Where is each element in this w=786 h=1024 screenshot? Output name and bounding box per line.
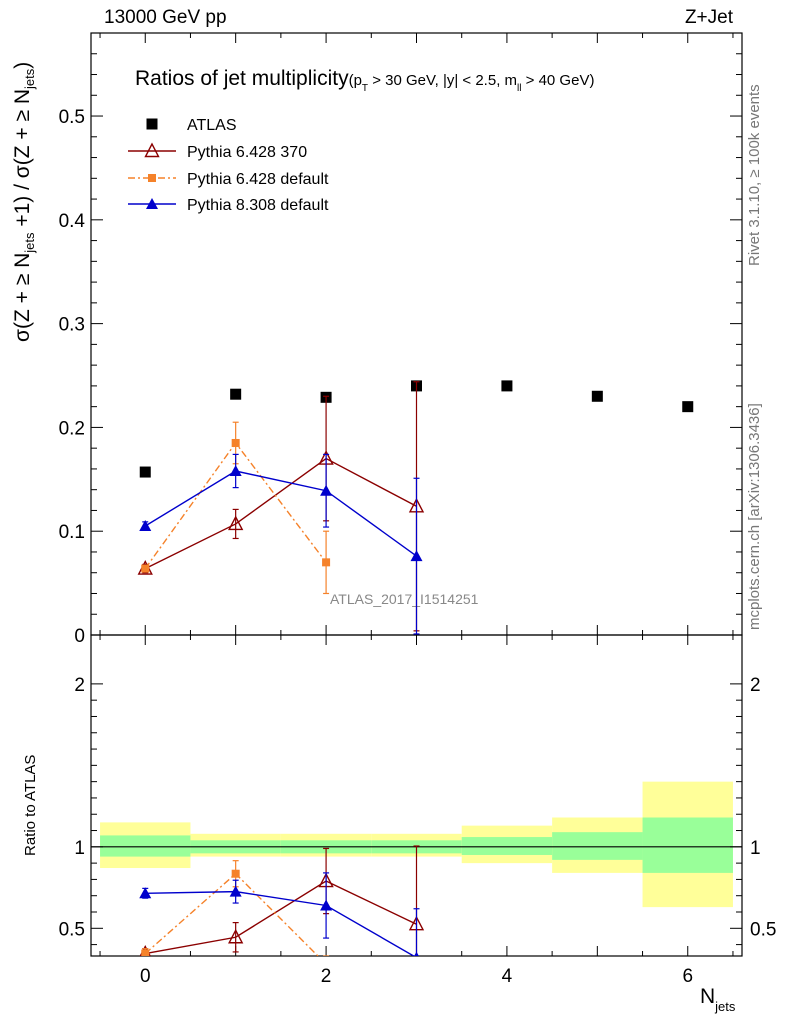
ratio-y-tick-label-right: 2	[750, 675, 761, 696]
uncertainty-band-green	[100, 835, 191, 857]
x-axis-label: Njets	[700, 985, 736, 1014]
series-line	[145, 890, 416, 956]
data-point	[230, 388, 242, 400]
uncertainty-band-green	[642, 817, 733, 873]
data-point	[231, 438, 240, 447]
legend-entry: Pythia 6.428 370	[187, 144, 307, 161]
ratio-y-tick-label: 2	[74, 675, 85, 696]
data-point	[228, 928, 244, 944]
data-point	[320, 899, 333, 911]
ratio-y-tick-label: 0.5	[59, 919, 85, 940]
data-point	[228, 515, 244, 531]
y-tick-label: 0.5	[59, 107, 85, 128]
data-point	[322, 558, 331, 567]
series-pythia-8-308-default	[139, 453, 423, 635]
series-pythia-8-308-default	[139, 872, 420, 956]
series-line	[144, 470, 417, 557]
legend-marker	[148, 174, 156, 182]
legend-marker	[144, 142, 160, 158]
series-line	[144, 457, 417, 570]
data-point	[410, 550, 423, 562]
data-point	[414, 951, 419, 956]
y-tick-label: 0.3	[59, 315, 85, 336]
uncertainty-band-green	[461, 837, 553, 855]
legend-marker	[146, 118, 158, 130]
y-tick-label: 0.2	[59, 418, 85, 439]
data-point	[229, 465, 242, 477]
data-point	[501, 380, 513, 392]
data-point	[231, 869, 240, 878]
data-point	[229, 885, 242, 897]
data-point	[139, 887, 152, 899]
ratio-y-tick-label-right: 1	[750, 838, 761, 859]
data-point	[139, 466, 151, 478]
uncertainty-band-green	[552, 832, 643, 860]
analysis-watermark: ATLAS_2017_I1514251	[330, 591, 479, 607]
y-tick-label: 0.1	[59, 522, 85, 543]
x-tick-label: 4	[502, 966, 513, 987]
legend-marker	[146, 198, 158, 209]
x-tick-label: 2	[321, 966, 332, 987]
series-pythia-6-428-370	[139, 845, 425, 956]
y-tick-label: 0.4	[59, 211, 86, 232]
series-pythia-6-428-default	[141, 421, 331, 595]
legend-entry: ATLAS	[187, 117, 237, 134]
header-right: Z+Jet	[684, 7, 733, 28]
data-point	[139, 520, 152, 532]
ratio-y-tick-label-right: 0.5	[750, 919, 776, 940]
data-point	[320, 484, 333, 496]
header-left: 13000 GeV pp	[104, 7, 227, 28]
x-tick-label: 6	[682, 966, 693, 987]
legend-entry: Pythia 8.308 default	[187, 197, 329, 214]
series-line	[145, 880, 417, 955]
data-point	[682, 401, 694, 413]
data-point	[591, 390, 603, 402]
legend-entry: Pythia 6.428 default	[187, 171, 329, 188]
ratio-y-tick-label: 1	[74, 838, 85, 859]
x-tick-label: 0	[140, 966, 151, 987]
y-tick-label: 0	[74, 626, 85, 647]
chart-title: Ratios of jet multiplicity(pT > 30 GeV, …	[135, 67, 594, 94]
data-point	[141, 564, 150, 573]
data-point	[141, 949, 150, 956]
